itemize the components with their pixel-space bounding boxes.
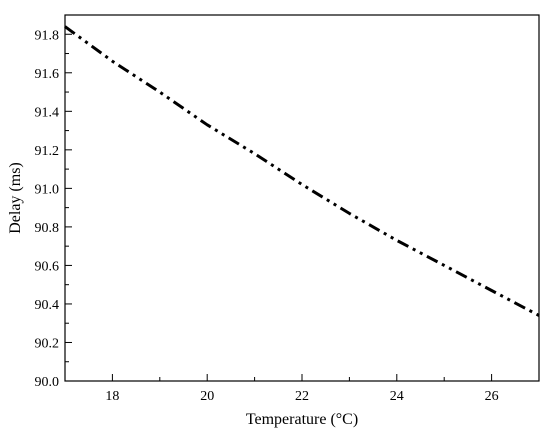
y-tick-label: 91.8 [35,28,60,43]
plot-frame [64,14,540,382]
y-axis-title: Delay (ms) [7,162,24,234]
x-axis-ticks: 18 20 22 24 26 [64,374,540,404]
x-tick-label: 20 [200,389,214,404]
y-tick-label: 90.6 [35,259,60,274]
x-tick-label: 22 [295,389,309,404]
y-tick-label: 91.6 [35,67,60,82]
y-tick-label: 90.4 [35,298,60,313]
series-layer [64,25,540,317]
y-tick-label: 90.0 [35,375,60,390]
y-tick-label: 91.0 [35,182,60,197]
series-line [64,25,540,317]
x-tick-label: 24 [390,389,404,404]
y-tick-label: 91.4 [35,105,60,120]
y-axis-ticks: 90.0 90.2 90.4 90.6 90.8 91.0 91.2 91.4 91.6 91.8 [35,28,72,390]
x-axis-title: Temperature (°C) [246,411,358,428]
x-tick-label: 26 [485,389,499,404]
y-tick-label: 91.2 [35,144,60,159]
y-tick-label: 90.8 [35,221,60,236]
y-tick-label: 90.2 [35,336,60,351]
x-tick-label: 18 [105,389,119,404]
